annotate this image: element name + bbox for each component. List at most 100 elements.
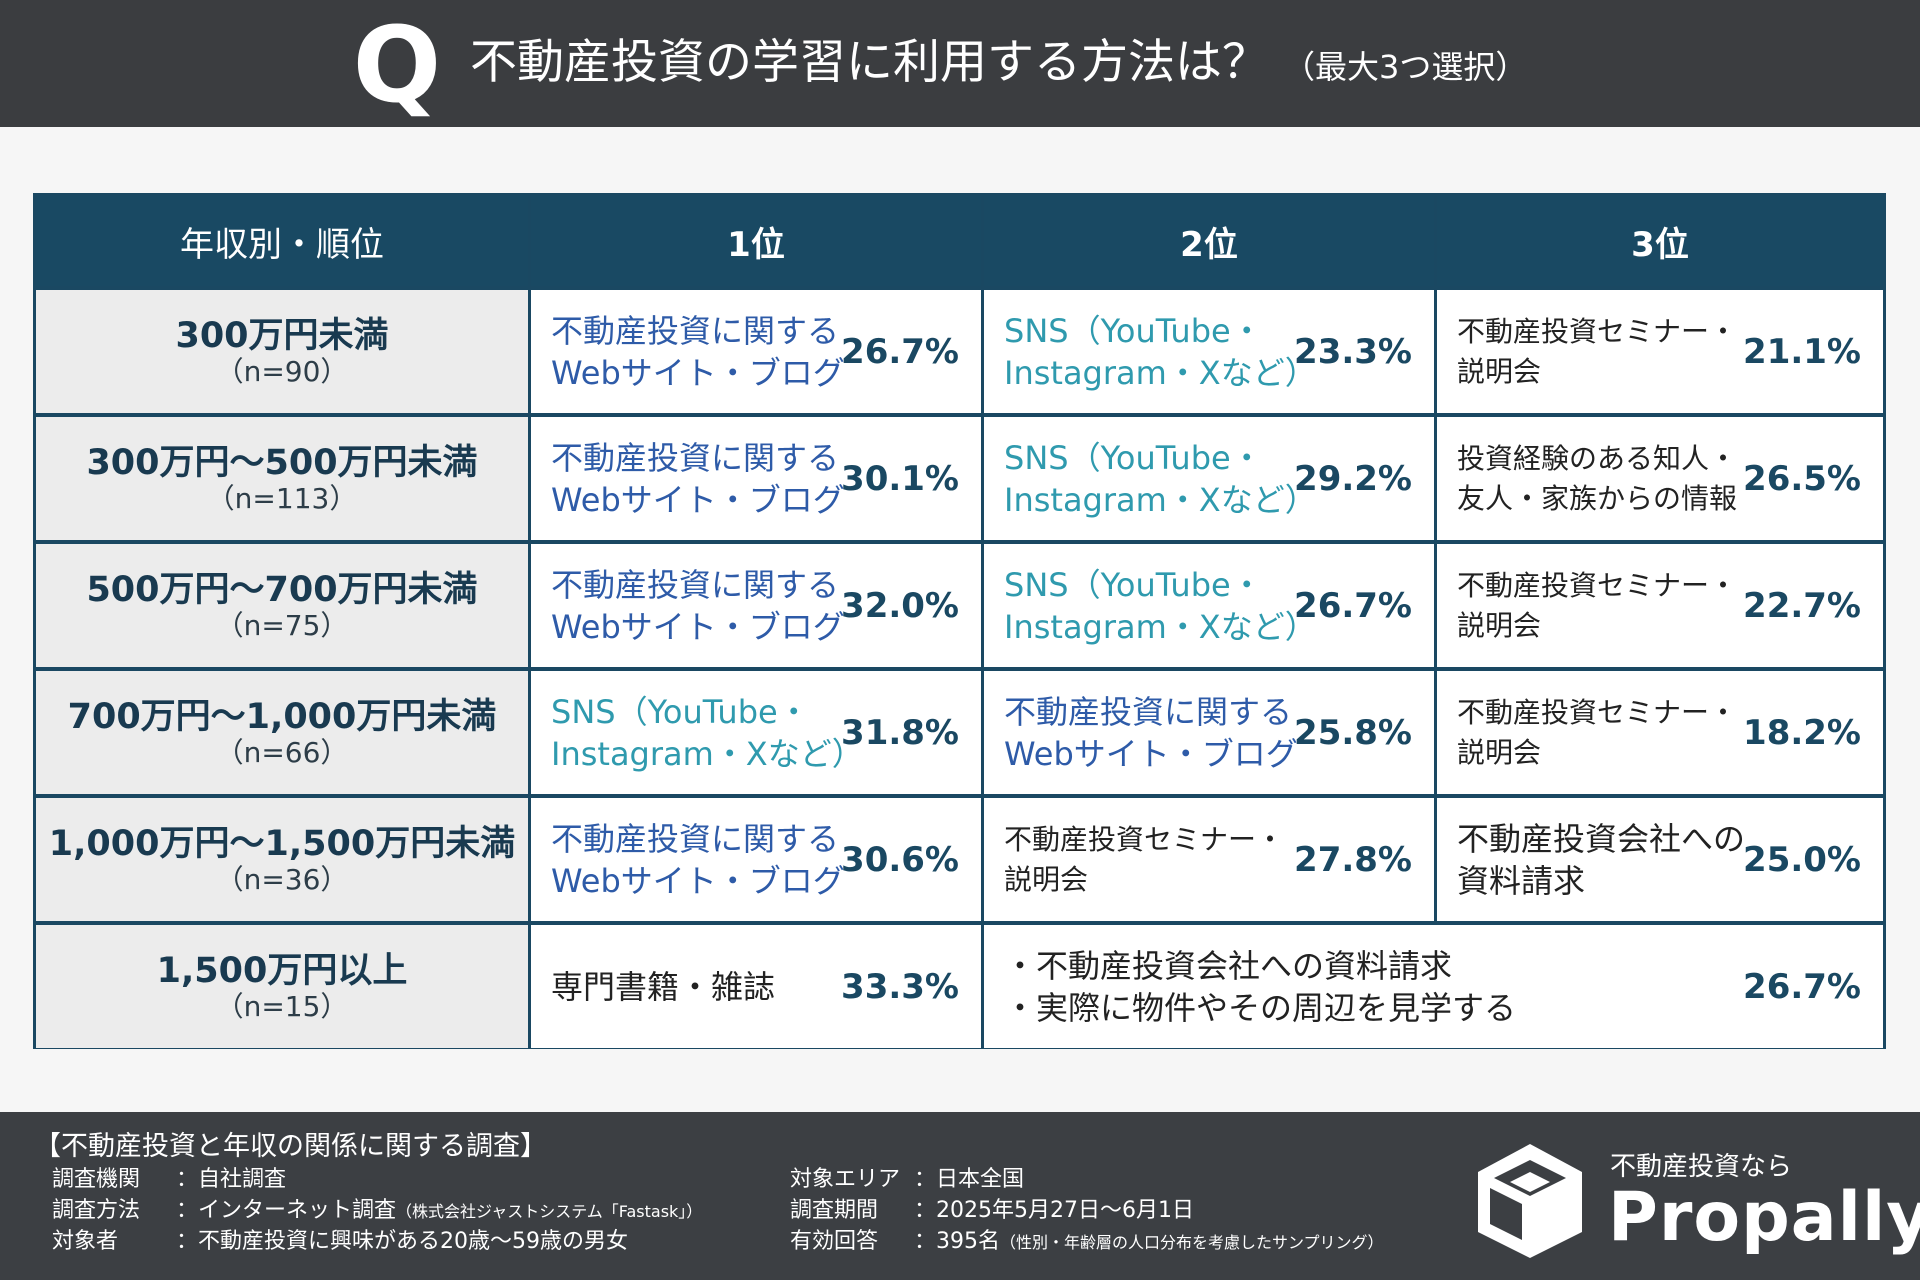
row-header: 1,500万円以上 （n=15） bbox=[36, 925, 528, 1048]
percent-value: 30.1% bbox=[841, 458, 959, 499]
percent-value: 30.6% bbox=[841, 839, 959, 880]
table-cell-rank-2: SNS（YouTube・ Instagram・Xなど） 23.3% bbox=[984, 290, 1434, 413]
header-rank-3: 3位 bbox=[1437, 196, 1883, 286]
survey-info-row: 調査期間 ：2025年5月27日～6月1日 bbox=[790, 1197, 1194, 1225]
header-income-rank: 年収別・順位 bbox=[36, 196, 528, 286]
survey-info-row: 調査機関 ：自社調査 bbox=[52, 1166, 286, 1194]
table-cell-rank-1: 不動産投資に関する Webサイト・ブログ 30.6% bbox=[531, 798, 981, 921]
percent-value: 31.8% bbox=[841, 712, 959, 753]
table-cell-rank-3: 不動産投資会社への 資料請求 25.0% bbox=[1437, 798, 1883, 921]
method-label: 不動産投資セミナー・ 説明会 bbox=[1004, 822, 1285, 896]
percent-value: 33.3% bbox=[841, 966, 959, 1007]
table-cell-rank-1: 不動産投資に関する Webサイト・ブログ 32.0% bbox=[531, 544, 981, 667]
percent-value: 26.7% bbox=[1743, 966, 1861, 1007]
info-value: ：不動産投資に興味がある20歳～59歳の男女 bbox=[176, 1229, 628, 1254]
survey-info-row: 対象者 ：不動産投資に興味がある20歳～59歳の男女 bbox=[52, 1228, 628, 1256]
info-label: 調査機関 bbox=[52, 1167, 141, 1192]
table-cell-rank-2: 不動産投資に関する Webサイト・ブログ 25.8% bbox=[984, 671, 1434, 794]
income-bracket: 1,000万円～1,500万円未満 bbox=[48, 823, 516, 864]
table-cell-rank-3: 不動産投資セミナー・ 説明会 22.7% bbox=[1437, 544, 1883, 667]
table-cell-rank-1: 不動産投資に関する Webサイト・ブログ 30.1% bbox=[531, 417, 981, 540]
survey-info-row: 対象エリア ：日本全国 bbox=[790, 1166, 1024, 1194]
method-label: 不動産投資に関する Webサイト・ブログ bbox=[551, 819, 845, 900]
income-bracket: 300万円未満 bbox=[175, 315, 389, 356]
row-header: 300万円未満 （n=90） bbox=[36, 290, 528, 413]
page-title: 不動産投資の学習に利用する方法は？ （最大3つ選択） bbox=[470, 33, 1527, 93]
survey-footer: 【不動産投資と年収の関係に関する調査】 調査機関 ：自社調査 調査方法 ：インターネッ… bbox=[0, 1112, 1920, 1280]
percent-value: 26.7% bbox=[841, 331, 959, 372]
method-label: SNS（YouTube・ Instagram・Xなど） bbox=[1004, 565, 1317, 646]
table-cell-rank-1: SNS（YouTube・ Instagram・Xなど） 31.8% bbox=[531, 671, 981, 794]
info-label: 調査期間 bbox=[790, 1198, 879, 1223]
percent-value: 22.7% bbox=[1743, 585, 1861, 626]
sample-size: （n=75） bbox=[215, 608, 349, 642]
info-value: ：日本全国 bbox=[914, 1167, 1025, 1192]
row-header: 500万円～700万円未満 （n=75） bbox=[36, 544, 528, 667]
income-bracket: 300万円～500万円未満 bbox=[86, 442, 478, 483]
method-label: 不動産投資セミナー・ 説明会 bbox=[1457, 314, 1738, 388]
title-subtitle: （最大3つ選択） bbox=[1283, 48, 1528, 86]
method-label: 不動産投資に関する Webサイト・ブログ bbox=[551, 438, 845, 519]
income-bracket: 700万円～1,000万円未満 bbox=[67, 696, 497, 737]
table-cell-rank-1: 不動産投資に関する Webサイト・ブログ 26.7% bbox=[531, 290, 981, 413]
method-label: 不動産投資会社への 資料請求 bbox=[1457, 819, 1746, 900]
header-rank-2: 2位 bbox=[984, 196, 1434, 286]
method-label: 不動産投資セミナー・ 説明会 bbox=[1457, 695, 1738, 769]
header-rank-1: 1位 bbox=[531, 196, 981, 286]
percent-value: 32.0% bbox=[841, 585, 959, 626]
method-label: 不動産投資に関する Webサイト・ブログ bbox=[551, 565, 845, 646]
percent-value: 26.5% bbox=[1743, 458, 1861, 499]
table-cell-rank-2: SNS（YouTube・ Instagram・Xなど） 29.2% bbox=[984, 417, 1434, 540]
table-cell-rank-3: 投資経験のある知人・ 友人・家族からの情報 26.5% bbox=[1437, 417, 1883, 540]
table-cell-rank-3: 不動産投資セミナー・ 説明会 18.2% bbox=[1437, 671, 1883, 794]
income-bracket: 500万円～700万円未満 bbox=[86, 569, 478, 610]
logo-name: Propally bbox=[1608, 1178, 1920, 1257]
info-value: ：自社調査 bbox=[176, 1167, 287, 1192]
method-label: SNS（YouTube・ Instagram・Xなど） bbox=[551, 692, 864, 773]
sample-size: （n=15） bbox=[215, 989, 349, 1023]
method-label: 専門書籍・雑誌 bbox=[551, 967, 776, 1006]
info-value: ：395名 bbox=[914, 1229, 1000, 1254]
sample-size: （n=113） bbox=[206, 481, 358, 515]
method-label: 不動産投資に関する Webサイト・ブログ bbox=[551, 311, 845, 392]
percent-value: 27.8% bbox=[1294, 839, 1412, 880]
percent-value: 18.2% bbox=[1743, 712, 1861, 753]
info-label: 有効回答 bbox=[790, 1229, 879, 1254]
propally-logo: 不動産投資なら Propally bbox=[1470, 1136, 1920, 1266]
page-header: Q 不動産投資の学習に利用する方法は？ （最大3つ選択） bbox=[0, 0, 1920, 127]
title-text: 不動産投資の学習に利用する方法は？ bbox=[470, 35, 1269, 90]
percent-value: 21.1% bbox=[1743, 331, 1861, 372]
percent-value: 23.3% bbox=[1294, 331, 1412, 372]
table-cell-rank-2: ・不動産投資会社への資料請求 ・実際に物件やその周辺を見学する 26.7% bbox=[984, 925, 1883, 1048]
info-note: （性別・年齢層の人口分布を考慮したサンプリング） bbox=[1000, 1233, 1384, 1252]
method-label: 不動産投資に関する Webサイト・ブログ bbox=[1004, 692, 1298, 773]
method-label: 不動産投資セミナー・ 説明会 bbox=[1457, 568, 1738, 642]
percent-value: 29.2% bbox=[1294, 458, 1412, 499]
method-label: 投資経験のある知人・ 友人・家族からの情報 bbox=[1457, 441, 1738, 515]
table-cell-rank-3: 不動産投資セミナー・ 説明会 21.1% bbox=[1437, 290, 1883, 413]
question-mark-logo: Q bbox=[352, 4, 442, 126]
info-note: （株式会社ジャストシステム「Fastask」） bbox=[396, 1202, 703, 1221]
sample-size: （n=66） bbox=[215, 735, 349, 769]
row-header: 300万円～500万円未満 （n=113） bbox=[36, 417, 528, 540]
info-label: 対象者 bbox=[52, 1229, 119, 1254]
info-label: 対象エリア bbox=[790, 1167, 901, 1192]
percent-value: 25.0% bbox=[1743, 839, 1861, 880]
sample-size: （n=36） bbox=[215, 862, 349, 896]
info-label: 調査方法 bbox=[52, 1198, 141, 1223]
method-label: SNS（YouTube・ Instagram・Xなど） bbox=[1004, 438, 1317, 519]
table-cell-rank-1: 専門書籍・雑誌 33.3% bbox=[531, 925, 981, 1048]
percent-value: 26.7% bbox=[1294, 585, 1412, 626]
table-cell-rank-2: 不動産投資セミナー・ 説明会 27.8% bbox=[984, 798, 1434, 921]
method-label: ・不動産投資会社への資料請求 ・実際に物件やその周辺を見学する bbox=[1004, 946, 1517, 1027]
table-cell-rank-2: SNS（YouTube・ Instagram・Xなど） 26.7% bbox=[984, 544, 1434, 667]
percent-value: 25.8% bbox=[1294, 712, 1412, 753]
ranking-table: 年収別・順位 1位 2位 3位 300万円未満 （n=90） 不動産投資に関する Webサイ… bbox=[33, 193, 1886, 1049]
cube-logo-icon bbox=[1478, 1144, 1582, 1258]
row-header: 1,000万円～1,500万円未満 （n=36） bbox=[36, 798, 528, 921]
row-header: 700万円～1,000万円未満 （n=66） bbox=[36, 671, 528, 794]
info-value: ：インターネット調査 bbox=[176, 1198, 397, 1223]
info-value: ：2025年5月27日～6月1日 bbox=[914, 1198, 1194, 1223]
survey-info-row: 有効回答 ：395名（性別・年齢層の人口分布を考慮したサンプリング） bbox=[790, 1228, 1384, 1257]
logo-tagline: 不動産投資なら bbox=[1610, 1152, 1793, 1182]
